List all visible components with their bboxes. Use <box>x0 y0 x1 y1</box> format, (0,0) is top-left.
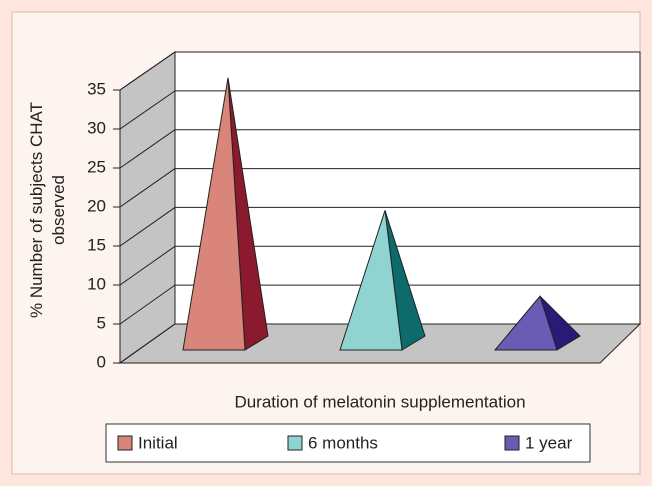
grid-line <box>119 129 176 169</box>
x-axis-title: Duration of melatonin supplementation <box>234 392 525 411</box>
y-tick-label: 20 <box>87 196 106 215</box>
legend-label: Initial <box>138 433 178 452</box>
legend-swatch <box>117 435 133 451</box>
grid-line <box>119 207 176 247</box>
y-tick-label: 5 <box>97 313 106 332</box>
grid-line <box>119 323 176 364</box>
y-tick-label: 10 <box>87 274 106 293</box>
pyramid-front <box>493 295 558 351</box>
y-tick-label: 15 <box>87 235 106 254</box>
y-tick-label: 0 <box>97 352 106 371</box>
grid-line <box>119 245 176 286</box>
legend-swatch <box>504 435 520 451</box>
side-wall <box>119 51 176 364</box>
y-axis-title: % Number of subjects CHAT observed <box>27 102 68 318</box>
grid-line <box>119 51 176 91</box>
legend-swatch <box>287 435 303 451</box>
legend-label: 1 year <box>525 433 573 452</box>
grid-line <box>119 90 176 130</box>
y-tick-label: 35 <box>87 79 106 98</box>
pyramid-front <box>182 77 246 351</box>
y-tick-label: 25 <box>87 157 106 176</box>
grid-line <box>119 168 176 208</box>
y-tick-label: 30 <box>87 118 106 137</box>
legend-label: 6 months <box>308 433 378 452</box>
pyramid-front <box>339 210 403 351</box>
grid-line <box>119 284 176 325</box>
